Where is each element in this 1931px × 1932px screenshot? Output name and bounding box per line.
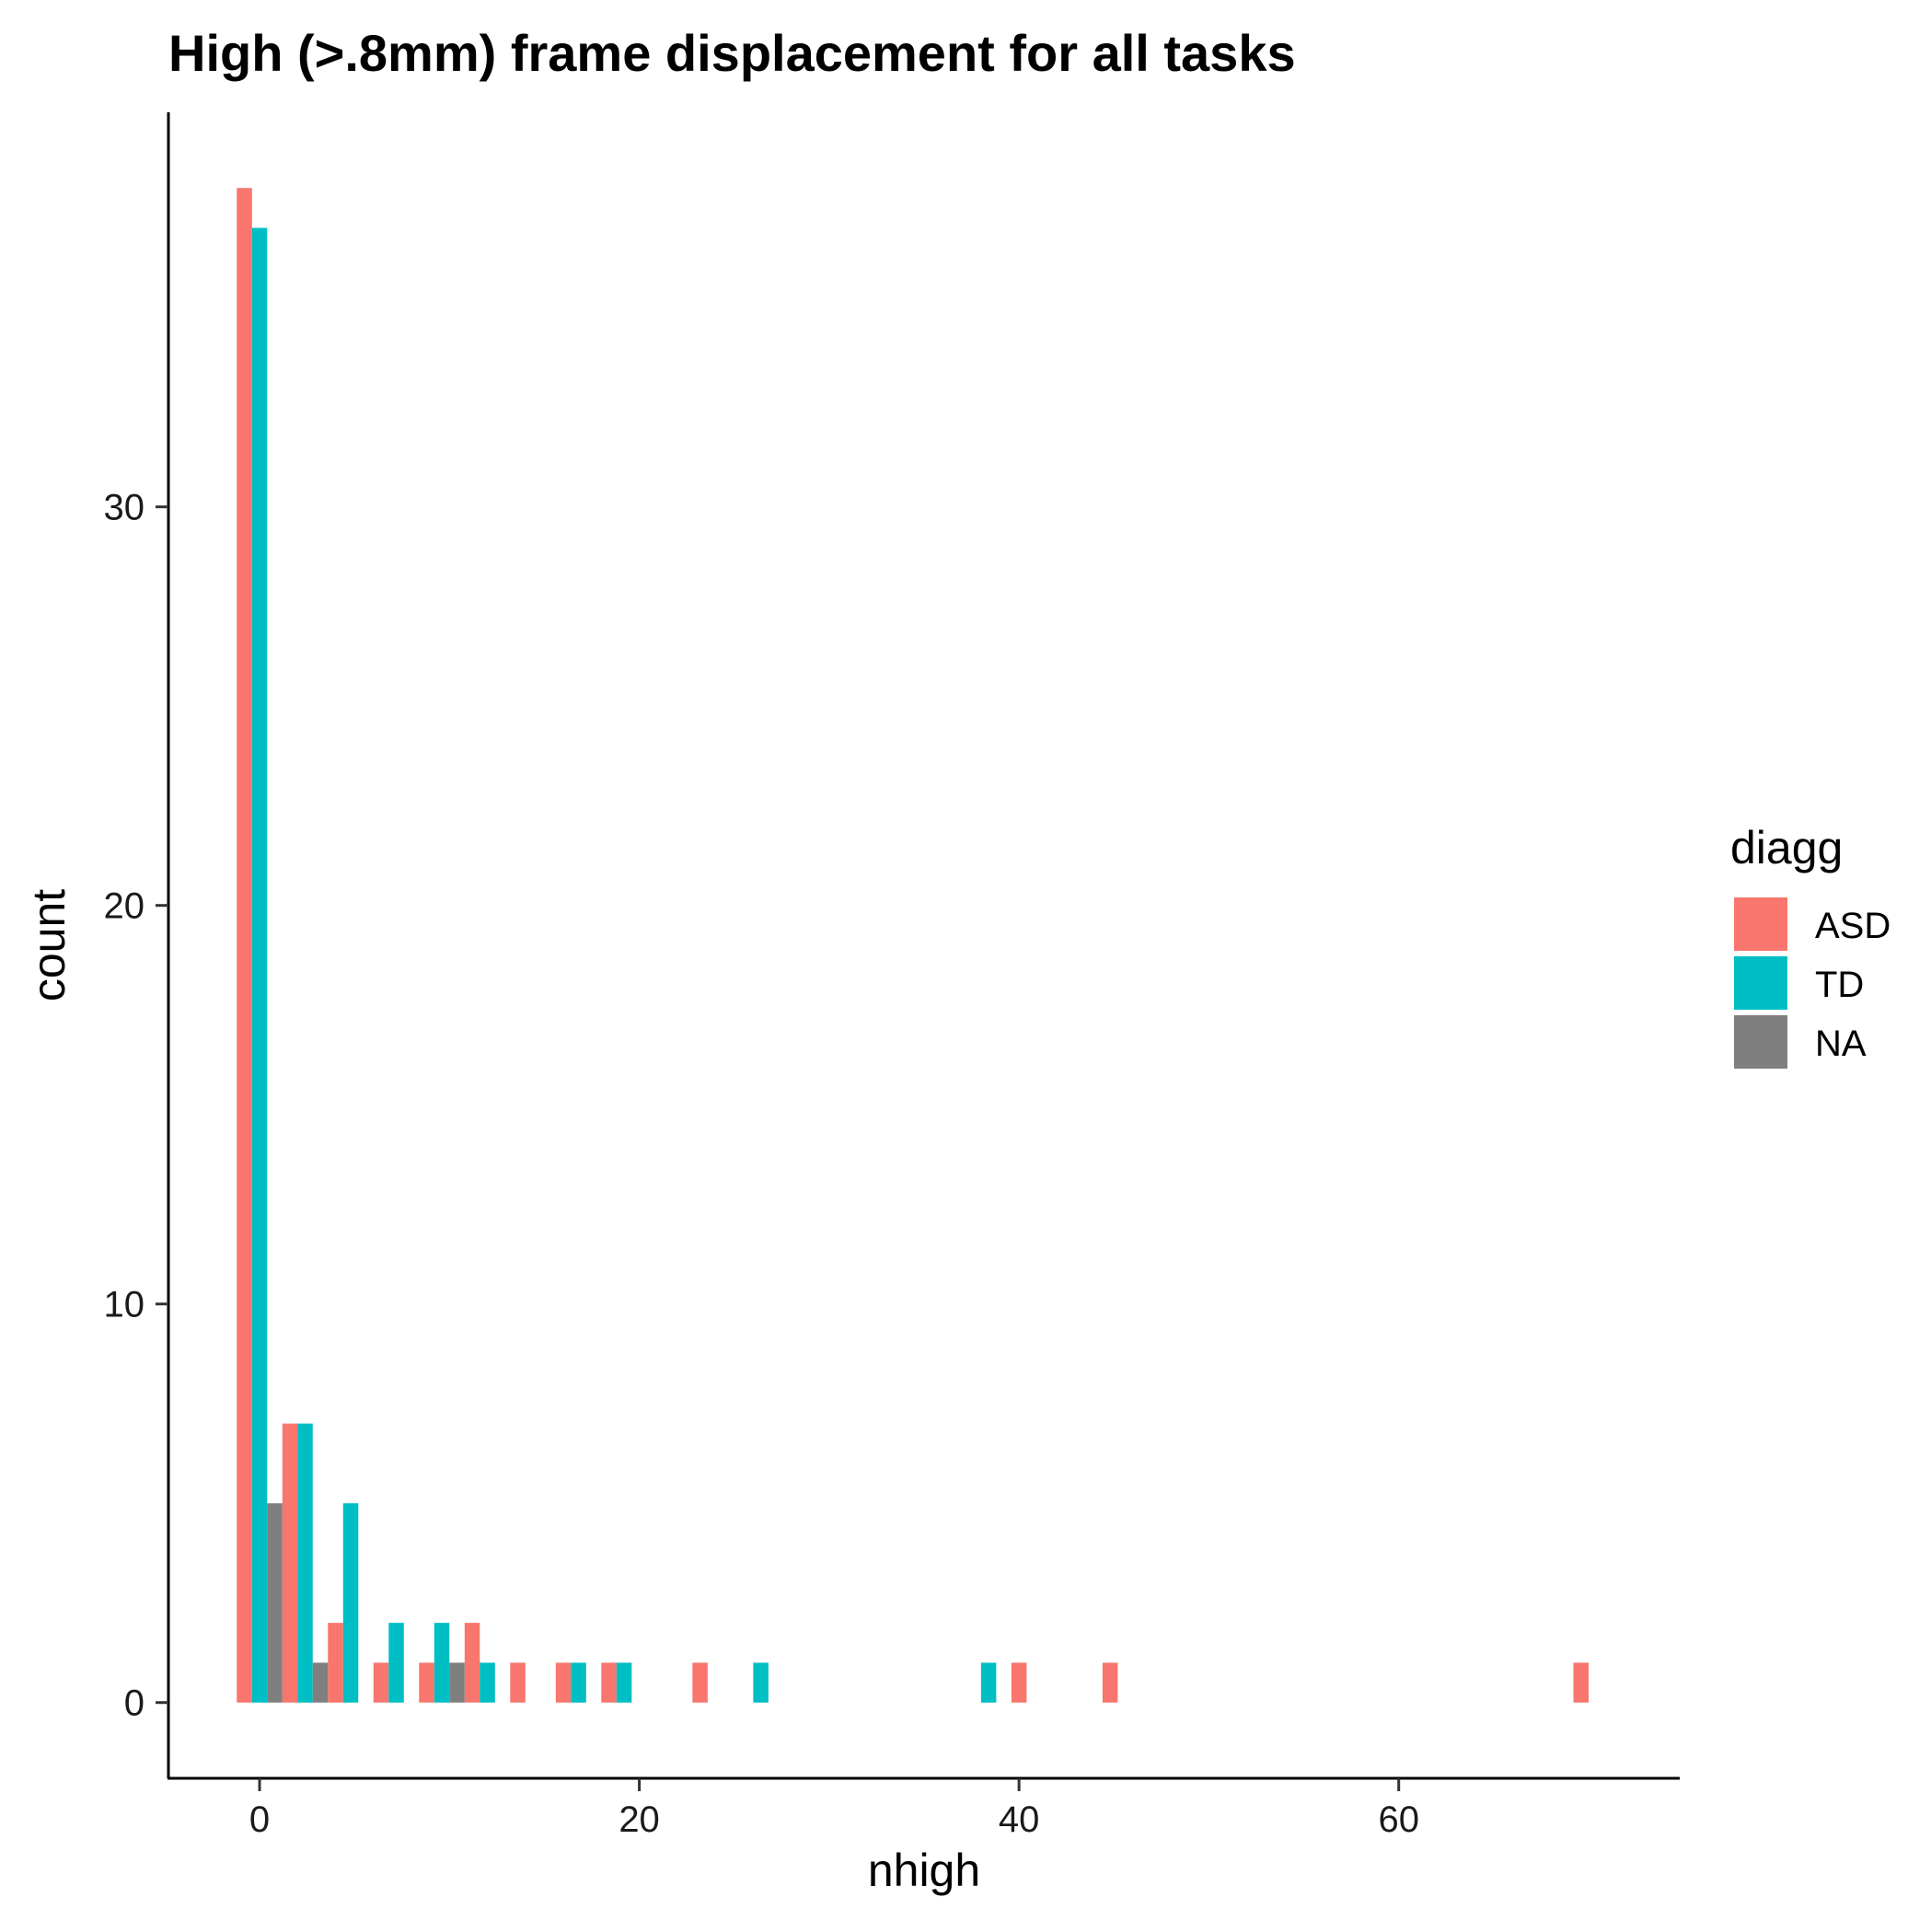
bar-asd-8 [601,1662,617,1703]
legend-label-td: TD [1815,965,1864,1005]
y-tick-label: 30 [104,488,145,528]
bar-asd-3 [373,1662,389,1703]
bar-td-4 [434,1623,450,1703]
bar-na-1 [312,1662,329,1703]
x-tick-label: 40 [999,1799,1040,1840]
bar-td-7 [616,1662,632,1703]
bar-td-0 [251,227,268,1703]
legend-label-asd: ASD [1815,906,1891,946]
bar-asd-7 [555,1662,572,1703]
x-ticks: 0 20 40 60 [249,1778,1419,1840]
legend-label-na: NA [1815,1024,1867,1064]
bar-asd-4 [419,1662,434,1703]
bar-asd-0 [237,188,252,1703]
bar-td-1 [297,1423,313,1703]
bar-asd-1 [282,1423,298,1703]
bar-asd-6 [510,1662,526,1703]
x-tick-label: 0 [249,1799,270,1840]
bar-td-3 [388,1623,404,1703]
bar-asd-9 [692,1662,708,1703]
y-ticks: 0 10 20 30 [104,488,168,1724]
x-axis-title: nhigh [868,1845,980,1896]
legend-key-td [1734,956,1787,1010]
y-axis-title: count [23,889,75,1001]
bars-layer [237,188,1589,1703]
legend-entries: ASD TD NA [1734,897,1891,1069]
legend-title: diagg [1730,822,1843,873]
x-tick-label: 20 [619,1799,660,1840]
bar-td-8 [753,1662,769,1703]
bar-asd-12 [1573,1662,1589,1703]
chart-title: High (>.8mm) frame displacement for all … [168,24,1296,82]
x-tick-label: 60 [1378,1799,1419,1840]
legend: diagg ASD TD NA [1730,822,1891,1069]
bar-na-2 [449,1662,465,1703]
bar-td-5 [480,1662,495,1703]
bar-asd-5 [464,1623,480,1703]
y-tick-label: 10 [104,1285,145,1325]
y-tick-label: 0 [124,1683,145,1724]
bar-na-0 [267,1503,283,1703]
bar-td-6 [571,1662,586,1703]
bar-asd-2 [328,1623,343,1703]
legend-key-asd [1734,897,1787,951]
bar-td-2 [342,1503,359,1703]
legend-key-na [1734,1015,1787,1069]
bar-asd-11 [1102,1662,1118,1703]
bar-asd-10 [1011,1662,1027,1703]
bar-td-9 [980,1662,997,1703]
y-tick-label: 20 [104,886,145,927]
